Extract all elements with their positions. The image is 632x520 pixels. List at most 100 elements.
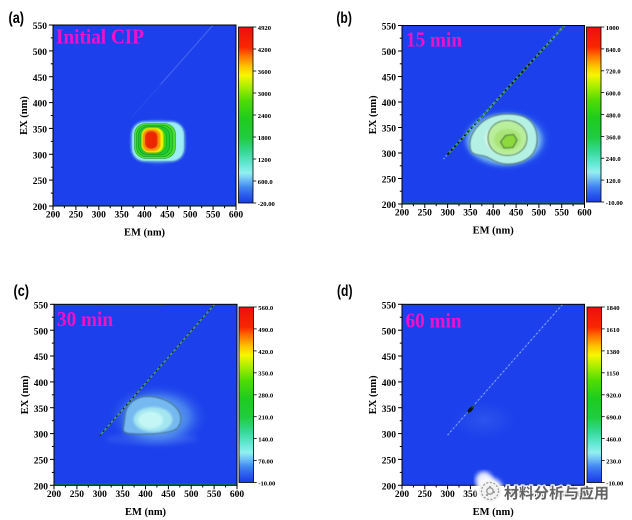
svg-text:500: 500 (33, 48, 48, 58)
svg-text:600: 600 (577, 209, 592, 219)
svg-text:250: 250 (382, 457, 397, 467)
svg-text:450: 450 (160, 211, 175, 221)
svg-text:(c): (c) (14, 283, 30, 300)
svg-text:200: 200 (33, 203, 48, 213)
svg-text:1610: 1610 (606, 327, 620, 334)
svg-text:550: 550 (555, 209, 570, 219)
svg-text:EM (nm): EM (nm) (473, 507, 515, 518)
svg-text:300: 300 (382, 431, 397, 441)
svg-text:250: 250 (69, 211, 84, 221)
svg-text:550: 550 (207, 490, 222, 500)
svg-text:250: 250 (33, 177, 48, 187)
svg-text:460.0: 460.0 (606, 437, 622, 444)
svg-text:(a): (a) (9, 10, 25, 27)
svg-text:280.0: 280.0 (258, 393, 274, 400)
svg-text:450: 450 (34, 353, 49, 363)
svg-text:EM (nm): EM (nm) (124, 228, 166, 239)
svg-text:360.0: 360.0 (606, 134, 622, 141)
svg-text:600.0: 600.0 (606, 91, 622, 98)
svg-text:480.0: 480.0 (606, 112, 622, 119)
svg-text:200: 200 (47, 490, 62, 500)
svg-text:550: 550 (382, 23, 397, 33)
svg-text:70.00: 70.00 (258, 459, 274, 466)
svg-text:550: 550 (382, 301, 397, 311)
svg-text:300: 300 (34, 431, 49, 441)
svg-text:450: 450 (161, 490, 176, 500)
svg-text:200: 200 (382, 482, 397, 492)
svg-text:350.0: 350.0 (258, 371, 274, 378)
svg-text:-20.00: -20.00 (258, 201, 276, 208)
svg-text:350: 350 (463, 490, 478, 500)
svg-text:3600: 3600 (258, 69, 272, 76)
svg-text:1840: 1840 (606, 305, 620, 312)
svg-text:230.0: 230.0 (606, 459, 622, 466)
svg-text:EX (nm): EX (nm) (19, 96, 30, 135)
svg-text:1150: 1150 (606, 371, 620, 378)
svg-text:1380: 1380 (606, 349, 620, 356)
svg-text:450: 450 (382, 74, 397, 84)
svg-text:250: 250 (382, 176, 397, 186)
svg-text:450: 450 (382, 353, 397, 363)
svg-text:1800: 1800 (258, 135, 272, 142)
svg-text:500: 500 (382, 327, 397, 337)
svg-text:400: 400 (34, 379, 49, 389)
svg-text:400: 400 (33, 100, 48, 110)
svg-text:140.0: 140.0 (258, 437, 274, 444)
svg-text:550: 550 (33, 22, 48, 32)
svg-text:EM (nm): EM (nm) (473, 226, 515, 237)
svg-text:600: 600 (230, 490, 245, 500)
svg-text:420.0: 420.0 (258, 349, 274, 356)
svg-text:-10.00: -10.00 (606, 200, 624, 207)
svg-text:720.0: 720.0 (606, 69, 622, 76)
svg-text:350: 350 (382, 405, 397, 415)
svg-text:250: 250 (418, 490, 433, 500)
svg-text:560.0: 560.0 (258, 305, 274, 312)
svg-text:60 min: 60 min (406, 308, 462, 332)
svg-text:(d): (d) (337, 283, 353, 300)
svg-text:300: 300 (33, 151, 48, 161)
svg-text:(b): (b) (336, 10, 352, 27)
svg-text:350: 350 (33, 126, 48, 136)
svg-text:350: 350 (114, 211, 129, 221)
svg-text:400: 400 (486, 209, 501, 219)
svg-text:840.0: 840.0 (606, 47, 622, 54)
svg-text:500: 500 (34, 327, 49, 337)
svg-text:250: 250 (418, 209, 433, 219)
svg-text:30 min: 30 min (57, 307, 113, 331)
svg-text:EX (nm): EX (nm) (368, 375, 379, 414)
svg-text:4200: 4200 (258, 47, 272, 54)
svg-text:300: 300 (93, 490, 108, 500)
svg-text:200: 200 (46, 211, 61, 221)
svg-text:350: 350 (382, 125, 397, 135)
svg-text:210.0: 210.0 (258, 415, 274, 422)
svg-text:350: 350 (115, 490, 130, 500)
svg-text:400: 400 (138, 490, 153, 500)
svg-text:120.0: 120.0 (606, 178, 622, 185)
svg-text:2400: 2400 (258, 113, 272, 120)
svg-text:300: 300 (92, 211, 107, 221)
svg-text:300: 300 (440, 209, 455, 219)
svg-text:550: 550 (206, 211, 221, 221)
svg-text:600.0: 600.0 (258, 179, 274, 186)
svg-text:400: 400 (382, 99, 397, 109)
svg-text:500: 500 (382, 48, 397, 58)
svg-text:250: 250 (34, 457, 49, 467)
svg-text:600: 600 (229, 211, 244, 221)
svg-text:690.0: 690.0 (606, 415, 622, 422)
svg-text:-10.00: -10.00 (606, 480, 624, 487)
svg-text:Initial CIP: Initial CIP (56, 25, 144, 49)
svg-text:EX (nm): EX (nm) (368, 95, 379, 134)
svg-text:200: 200 (382, 201, 397, 211)
svg-text:400: 400 (137, 211, 152, 221)
svg-text:920.0: 920.0 (606, 393, 622, 400)
svg-text:500: 500 (184, 490, 199, 500)
svg-text:3000: 3000 (258, 91, 272, 98)
svg-text:EX (nm): EX (nm) (20, 375, 31, 414)
svg-text:15 min: 15 min (406, 27, 462, 51)
svg-text:250: 250 (70, 490, 85, 500)
svg-text:-10.00: -10.00 (258, 480, 276, 487)
svg-text:350: 350 (463, 209, 478, 219)
svg-text:1200: 1200 (258, 157, 272, 164)
svg-text:400: 400 (382, 379, 397, 389)
svg-text:300: 300 (382, 150, 397, 160)
